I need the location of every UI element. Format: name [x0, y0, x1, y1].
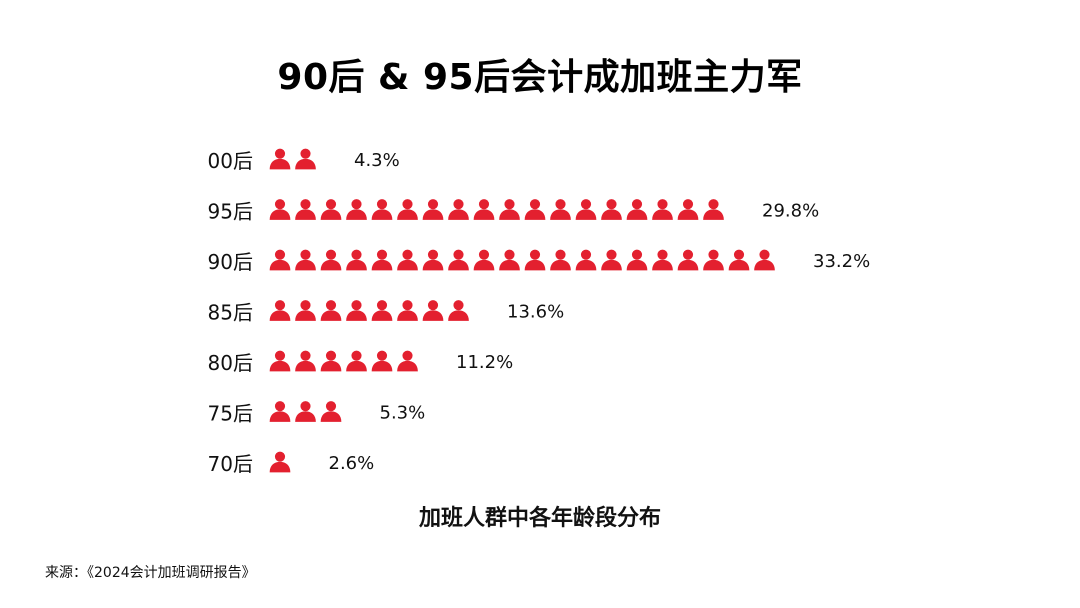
person-icon: [626, 249, 648, 271]
person-icon: [397, 300, 418, 321]
person-icon: [677, 249, 699, 271]
person-icon-partial: [489, 300, 495, 321]
person-icon-partial: [303, 451, 316, 473]
person-icon: [295, 148, 316, 170]
person-icon: [269, 451, 291, 473]
category-label: 70后: [208, 452, 253, 476]
category-label: 00后: [208, 149, 253, 173]
person-icon: [550, 249, 571, 271]
person-icon: [320, 401, 342, 422]
row-90后: 90后 33.2%: [208, 249, 870, 274]
person-icon-partial: [748, 199, 750, 220]
category-label: 90后: [208, 250, 253, 274]
person-icon: [524, 199, 546, 220]
person-icon: [320, 300, 342, 321]
person-icon: [601, 199, 622, 220]
category-label: 95后: [208, 200, 253, 224]
person-icon: [448, 249, 469, 271]
chart-subtitle: 加班人群中各年龄段分布: [418, 506, 661, 531]
person-icon: [499, 249, 520, 271]
value-label: 13.6%: [507, 302, 564, 323]
person-icon: [550, 199, 571, 220]
person-icon: [422, 199, 444, 220]
value-label: 2.6%: [329, 453, 375, 474]
person-icon: [397, 199, 418, 220]
value-label: 4.3%: [354, 150, 400, 171]
person-icon: [371, 199, 393, 220]
person-icon: [754, 249, 775, 271]
person-icon-partial: [798, 249, 801, 271]
person-icon: [320, 249, 342, 271]
person-icon: [346, 249, 367, 271]
person-icon: [397, 249, 418, 271]
row-80后: 80后 11.2%: [208, 350, 513, 375]
person-icon: [652, 249, 673, 271]
person-icon: [499, 199, 520, 220]
person-icon: [422, 300, 444, 321]
row-00后: 00后 4.3%: [208, 148, 400, 173]
person-icon: [269, 148, 291, 170]
person-icon: [346, 199, 367, 220]
person-icon: [269, 199, 291, 220]
person-icon: [626, 199, 648, 220]
category-label: 75后: [208, 402, 253, 426]
person-icon: [473, 249, 495, 271]
value-label: 33.2%: [813, 251, 870, 272]
person-icon: [269, 249, 291, 271]
person-icon: [652, 199, 673, 220]
category-label: 80后: [208, 351, 253, 375]
person-icon: [448, 300, 469, 321]
row-85后: 85后 13.6%: [208, 300, 564, 325]
person-icon: [295, 199, 316, 220]
person-icon: [295, 249, 316, 271]
person-icon: [524, 249, 546, 271]
row-75后: 75后 5.3%: [208, 401, 426, 426]
person-icon: [677, 199, 699, 220]
chart-title: 90后 & 95后会计成加班主力军: [277, 57, 803, 98]
person-icon-partial: [426, 350, 444, 372]
value-label: 5.3%: [380, 403, 426, 424]
person-icon: [346, 350, 367, 372]
person-icon: [320, 350, 342, 372]
person-icon: [371, 300, 393, 321]
person-icon: [397, 350, 418, 372]
source-note: 来源：《2024会计加班调研报告》: [45, 565, 256, 581]
person-icon-partial: [362, 401, 367, 422]
person-icon: [575, 199, 597, 220]
person-icon: [371, 249, 393, 271]
value-label: 29.8%: [762, 201, 819, 222]
person-icon: [703, 199, 724, 220]
row-95后: 95后 29.8%: [208, 199, 819, 224]
person-icon: [473, 199, 495, 220]
person-icon: [295, 401, 316, 422]
person-icon: [575, 249, 597, 271]
value-label: 11.2%: [456, 352, 513, 373]
person-icon: [269, 350, 291, 372]
person-icon: [346, 300, 367, 321]
person-icon: [371, 350, 393, 372]
person-icon: [703, 249, 724, 271]
person-icon: [601, 249, 622, 271]
person-icon: [269, 300, 291, 321]
person-icon: [295, 300, 316, 321]
person-icon: [448, 199, 469, 220]
person-icon: [269, 401, 291, 422]
person-icon-partial: [328, 148, 342, 170]
category-label: 85后: [208, 301, 253, 325]
person-icon: [295, 350, 316, 372]
person-icon: [320, 199, 342, 220]
person-icon: [728, 249, 750, 271]
row-70后: 70后 2.6%: [208, 451, 375, 476]
person-icon: [422, 249, 444, 271]
